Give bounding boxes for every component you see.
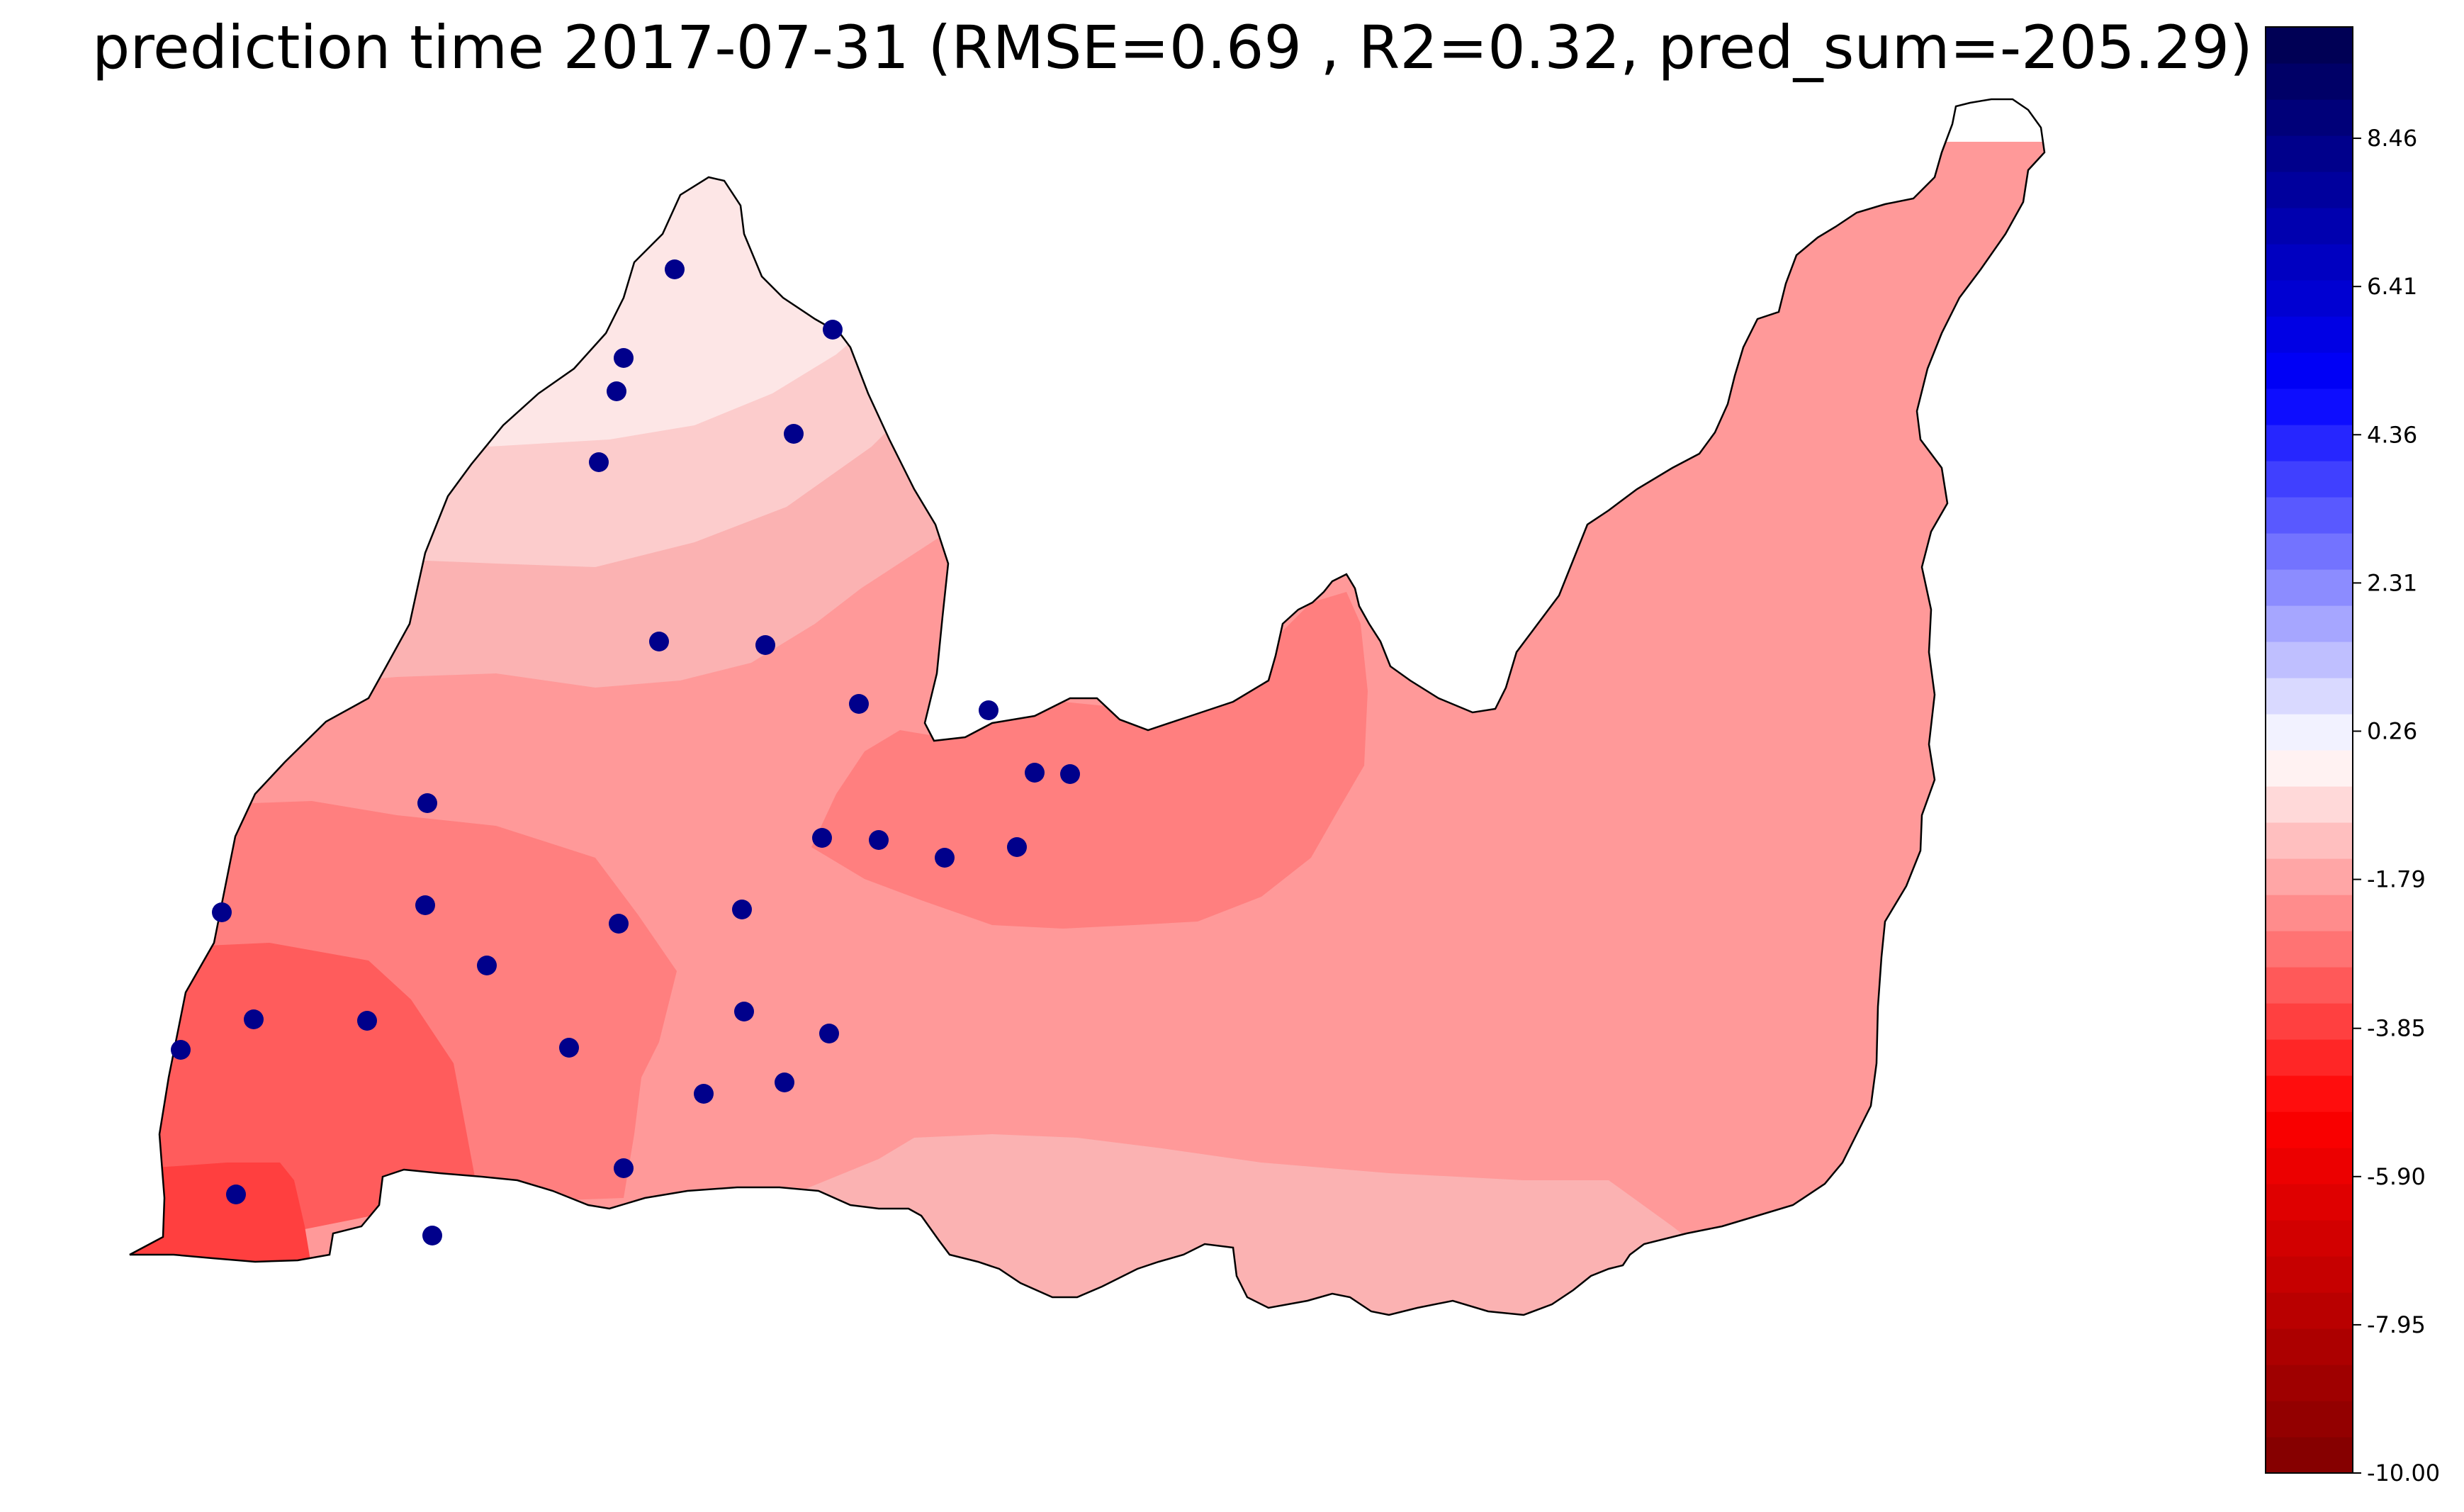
colorbar-band: [2266, 714, 2353, 751]
station-marker: [422, 1226, 442, 1245]
station-marker: [212, 902, 232, 922]
colorbar-tick-label: -10.00: [2367, 1460, 2440, 1486]
colorbar-tick-label: -7.95: [2367, 1311, 2426, 1338]
colorbar-band: [2266, 1437, 2353, 1474]
station-marker: [559, 1038, 579, 1058]
colorbar-band: [2266, 858, 2353, 895]
station-marker: [649, 632, 669, 651]
colorbar-band: [2266, 931, 2353, 968]
colorbar-band: [2266, 1075, 2353, 1112]
colorbar-band: [2266, 425, 2353, 461]
colorbar-band: [2266, 388, 2353, 425]
colorbar-band: [2266, 461, 2353, 498]
map-layer: [128, 98, 2046, 1316]
colorbar-band: [2266, 1148, 2353, 1185]
station-marker: [784, 424, 804, 444]
colorbar-band: [2266, 316, 2353, 353]
station-marker: [614, 348, 634, 368]
station-marker: [357, 1011, 377, 1031]
colorbar-band: [2266, 822, 2353, 859]
colorbar-band: [2266, 244, 2353, 281]
colorbar-band: [2266, 786, 2353, 823]
station-marker: [614, 1158, 634, 1178]
station-marker: [1007, 837, 1027, 857]
station-marker: [607, 381, 626, 401]
station-marker: [1060, 764, 1080, 784]
contour-band-mid-east: [811, 592, 1368, 929]
station-marker: [417, 793, 437, 813]
station-marker: [226, 1185, 246, 1204]
station-marker: [477, 956, 497, 975]
colorbar-band: [2266, 1003, 2353, 1040]
contour-band-sw-2: [130, 1163, 312, 1269]
station-marker: [869, 830, 889, 850]
colorbar-band: [2266, 895, 2353, 931]
colorbar-band: [2266, 208, 2353, 245]
colorbar-tick-label: 6.41: [2367, 273, 2417, 300]
colorbar-band: [2266, 280, 2353, 317]
colorbar-tick-label: -5.90: [2367, 1163, 2426, 1190]
colorbar-tick-label: 4.36: [2367, 421, 2417, 448]
colorbar-band: [2266, 1184, 2353, 1221]
station-marker: [609, 914, 629, 934]
colorbar-band: [2266, 678, 2353, 715]
station-marker: [732, 900, 752, 919]
colorbar-band: [2266, 569, 2353, 606]
colorbar-band: [2266, 750, 2353, 787]
colorbar-band: [2266, 27, 2353, 64]
colorbar-band: [2266, 1256, 2353, 1293]
station-marker: [415, 895, 435, 915]
colorbar-band: [2266, 1365, 2353, 1401]
colorbar-band: [2266, 99, 2353, 136]
station-marker: [755, 635, 775, 655]
colorbar-band: [2266, 497, 2353, 534]
colorbar-tick-label: 0.26: [2367, 717, 2417, 744]
colorbar-band: [2266, 533, 2353, 570]
colorbar: -10.00 -7.95 -5.90 -3.85 -1.79 0.26 2.31 4.36 6.…: [2265, 26, 2440, 1486]
colorbar-band: [2266, 967, 2353, 1004]
colorbar-band: [2266, 1039, 2353, 1076]
colorbar-tick-label: 8.46: [2367, 125, 2417, 152]
station-marker: [775, 1073, 794, 1092]
station-marker: [823, 320, 843, 340]
chart-title: prediction time 2017-07-31 (RMSE=0.69 , …: [92, 13, 2253, 82]
station-marker: [171, 1040, 191, 1060]
station-marker: [979, 700, 998, 720]
colorbar-band: [2266, 1328, 2353, 1365]
colorbar-band: [2266, 352, 2353, 389]
colorbar-band: [2266, 135, 2353, 172]
station-marker: [665, 259, 685, 279]
station-marker: [734, 1002, 754, 1021]
station-marker: [849, 694, 869, 714]
contour-fill: [130, 142, 2044, 1315]
colorbar-tick-label: -3.85: [2367, 1015, 2426, 1042]
station-marker: [819, 1024, 839, 1043]
station-marker: [812, 828, 832, 848]
colorbar-band: [2266, 1292, 2353, 1329]
colorbar-band: [2266, 63, 2353, 100]
colorbar-tick-label: -1.79: [2367, 866, 2426, 893]
station-marker: [694, 1084, 714, 1104]
station-marker: [935, 848, 955, 868]
colorbar-bands: [2266, 27, 2353, 1474]
colorbar-band: [2266, 172, 2353, 208]
colorbar-band: [2266, 642, 2353, 678]
colorbar-band: [2266, 1401, 2353, 1438]
station-marker: [244, 1009, 264, 1029]
colorbar-frame: [2265, 26, 2353, 1474]
colorbar-band: [2266, 1111, 2353, 1148]
colorbar-band: [2266, 605, 2353, 642]
colorbar-band: [2266, 1220, 2353, 1257]
station-markers: [171, 259, 1080, 1245]
station-marker: [1025, 763, 1045, 783]
colorbar-tick-label: 2.31: [2367, 569, 2417, 596]
colorbar-ticks: -10.00 -7.95 -5.90 -3.85 -1.79 0.26 2.31 4.36 6.…: [2353, 125, 2440, 1486]
station-marker: [589, 452, 609, 472]
